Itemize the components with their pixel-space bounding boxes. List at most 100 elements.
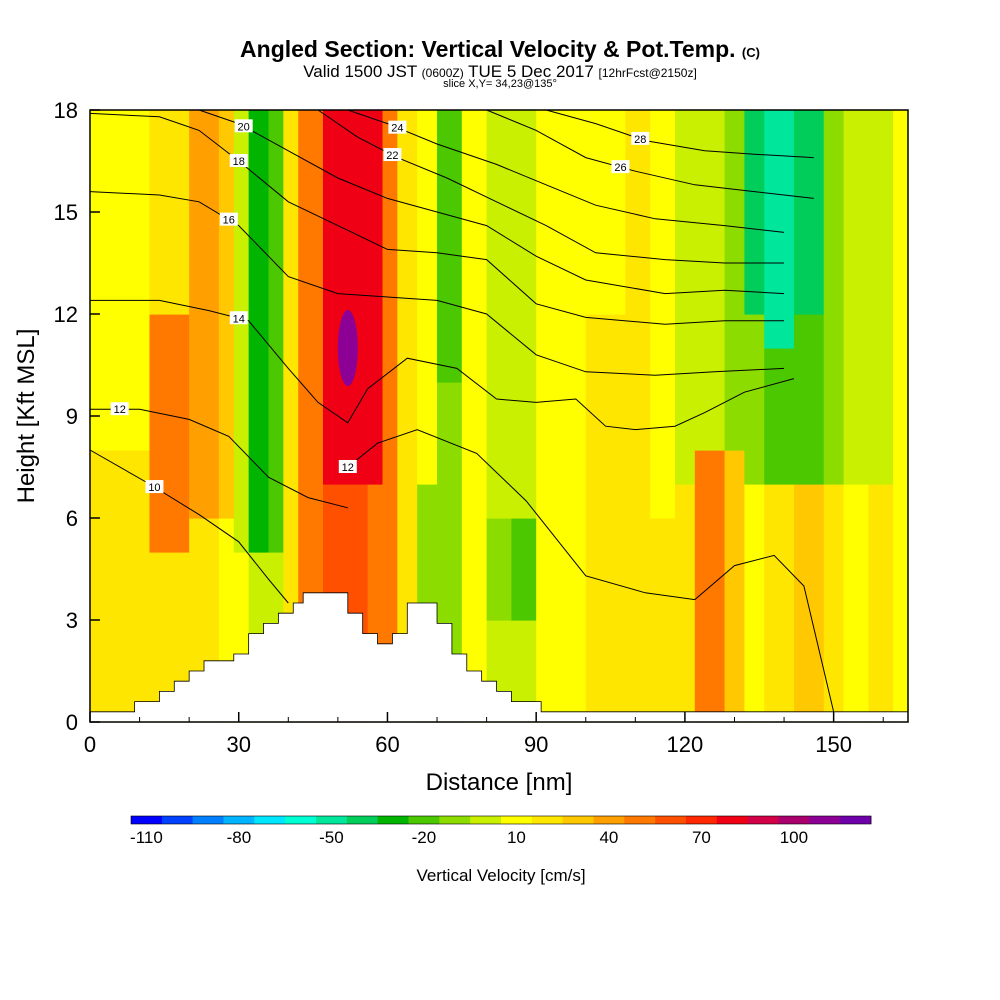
- velocity-cell-13-1: [417, 110, 438, 485]
- velocity-cell-20-0: [585, 314, 607, 723]
- velocity-cell-29-2: [793, 110, 825, 315]
- velocity-cell-31-0: [843, 484, 869, 723]
- velocity-cell-22-0: [625, 110, 651, 723]
- slice-info: slice X,Y= 34,23@135°: [443, 78, 557, 90]
- velocity-cell-25-1: [694, 110, 726, 451]
- velocity-cell-18-0: [536, 110, 562, 723]
- isentrope-label: 20: [238, 121, 250, 133]
- colorbar-swatch: [346, 816, 379, 824]
- colorbar-swatch: [316, 816, 348, 824]
- isentrope-12-2: [347, 429, 835, 712]
- velocity-field: [90, 110, 909, 723]
- colorbar-swatch: [655, 816, 687, 824]
- colorbar-swatch: [470, 816, 502, 824]
- velocity-cell-14-1: [437, 110, 463, 383]
- x-tick-label: 30: [226, 732, 250, 757]
- velocity-cell-29-1: [793, 314, 825, 485]
- velocity-cell-27-2: [744, 110, 765, 315]
- x-tick-label: 60: [375, 732, 399, 757]
- chart-title: Angled Section: Vertical Velocity & Pot.…: [240, 36, 760, 62]
- isentrope-label-bg: [219, 212, 238, 226]
- isentrope-label-bg: [338, 460, 357, 473]
- isentrope-26-9: [486, 109, 814, 199]
- velocity-cell-30-1: [823, 110, 845, 485]
- velocity-cell-12-0: [397, 110, 418, 723]
- velocity-cell-27-1: [744, 314, 765, 485]
- isentrope-16-4: [89, 191, 785, 376]
- isentrope-label-bg: [631, 131, 650, 145]
- isentrope-label-bg: [229, 154, 248, 167]
- y-tick-label: 18: [54, 98, 78, 123]
- velocity-cell-32-1: [868, 110, 894, 485]
- velocity-cell-11-0: [382, 110, 398, 723]
- terrain-profile: [89, 592, 909, 723]
- isentrope-layer: 10 12 12 14 16 18 20 22 24 26 28: [89, 109, 835, 712]
- isentrope-label-bg: [388, 120, 407, 134]
- colorbar-swatch: [223, 816, 255, 824]
- velocity-cell-28-0: [764, 484, 795, 723]
- velocity-cell-29-0: [793, 484, 825, 723]
- colorbar-swatch: [809, 816, 841, 824]
- y-tick-label: 0: [66, 710, 78, 735]
- colorbar-tick-label: -80: [227, 828, 252, 847]
- isentrope-label: 26: [614, 162, 626, 174]
- x-tick-label: 0: [84, 732, 96, 757]
- y-tick-label: 6: [66, 506, 78, 531]
- velocity-cell-0-1: [90, 110, 151, 451]
- isentrope-28-10: [545, 109, 814, 159]
- isentrope-label-bg: [110, 402, 129, 416]
- velocity-cell-23-1: [650, 110, 676, 519]
- velocity-cell-4-1: [233, 110, 250, 553]
- colorbar-swatch: [501, 816, 533, 824]
- velocity-cell-26-1: [724, 110, 745, 451]
- velocity-cell-19-0: [560, 110, 587, 723]
- y-tick-label: 3: [66, 608, 78, 633]
- x-tick-label: 150: [815, 732, 852, 757]
- isentrope-label: 28: [634, 134, 646, 146]
- colorbar-swatch: [778, 816, 810, 824]
- velocity-cell-21-0: [605, 314, 627, 723]
- colorbar-swatch: [562, 816, 594, 824]
- velocity-cell-26-0: [724, 450, 745, 723]
- isentrope-label-bg: [145, 480, 164, 494]
- velocity-cell-30-0: [823, 484, 845, 723]
- velocity-cell-28-1: [764, 348, 795, 485]
- isentrope-14-3: [90, 299, 795, 431]
- isentrope-label: 24: [391, 123, 403, 135]
- velocity-cell-27-0: [744, 484, 765, 723]
- axes-layer: 0 30 60 90 120 150 0 3 6 9 12 15 18 Distance [nm] Heig…: [13, 98, 884, 796]
- isentrope-label: 22: [386, 150, 398, 162]
- isentrope-label: 14: [233, 313, 245, 325]
- isentrope-label-bg: [611, 160, 630, 174]
- velocity-cell-33-0: [893, 110, 909, 723]
- colorbar-swatch: [531, 816, 564, 824]
- velocity-cell-24-1: [674, 110, 696, 485]
- velocity-cell-15-0: [461, 110, 488, 723]
- terrain-layer: [89, 592, 909, 723]
- colorbar-label: Vertical Velocity [cm/s]: [416, 866, 585, 885]
- velocity-cell-24-0: [674, 484, 696, 723]
- colorbar-swatch: [377, 816, 409, 824]
- colorbar-tick-label: -20: [412, 828, 437, 847]
- isentrope-label: 18: [233, 156, 245, 168]
- velocity-cell-20-1: [585, 110, 607, 315]
- velocity-cell-1-1: [149, 314, 190, 553]
- y-tick-label: 9: [66, 404, 78, 429]
- isentrope-label-bg: [383, 148, 402, 162]
- colorbar-tick-label: -50: [319, 828, 344, 847]
- colorbar-swatch: [161, 816, 194, 824]
- colorbar-swatch: [285, 816, 317, 824]
- colorbar-swatch: [593, 816, 625, 824]
- velocity-cell-10-1: [367, 110, 384, 485]
- velocity-cell-6-1: [268, 110, 284, 553]
- isentrope-10-0: [89, 449, 289, 604]
- colorbar-swatch: [686, 816, 718, 824]
- y-axis-label: Height [Kft MSL]: [13, 329, 40, 504]
- isentrope-label: 12: [114, 404, 126, 416]
- colorbar-frame: [130, 815, 872, 825]
- isentrope-22-7: [317, 109, 785, 264]
- colorbar-swatch: [192, 816, 224, 824]
- velocity-cell-5-1: [248, 110, 270, 553]
- x-tick-label: 90: [524, 732, 548, 757]
